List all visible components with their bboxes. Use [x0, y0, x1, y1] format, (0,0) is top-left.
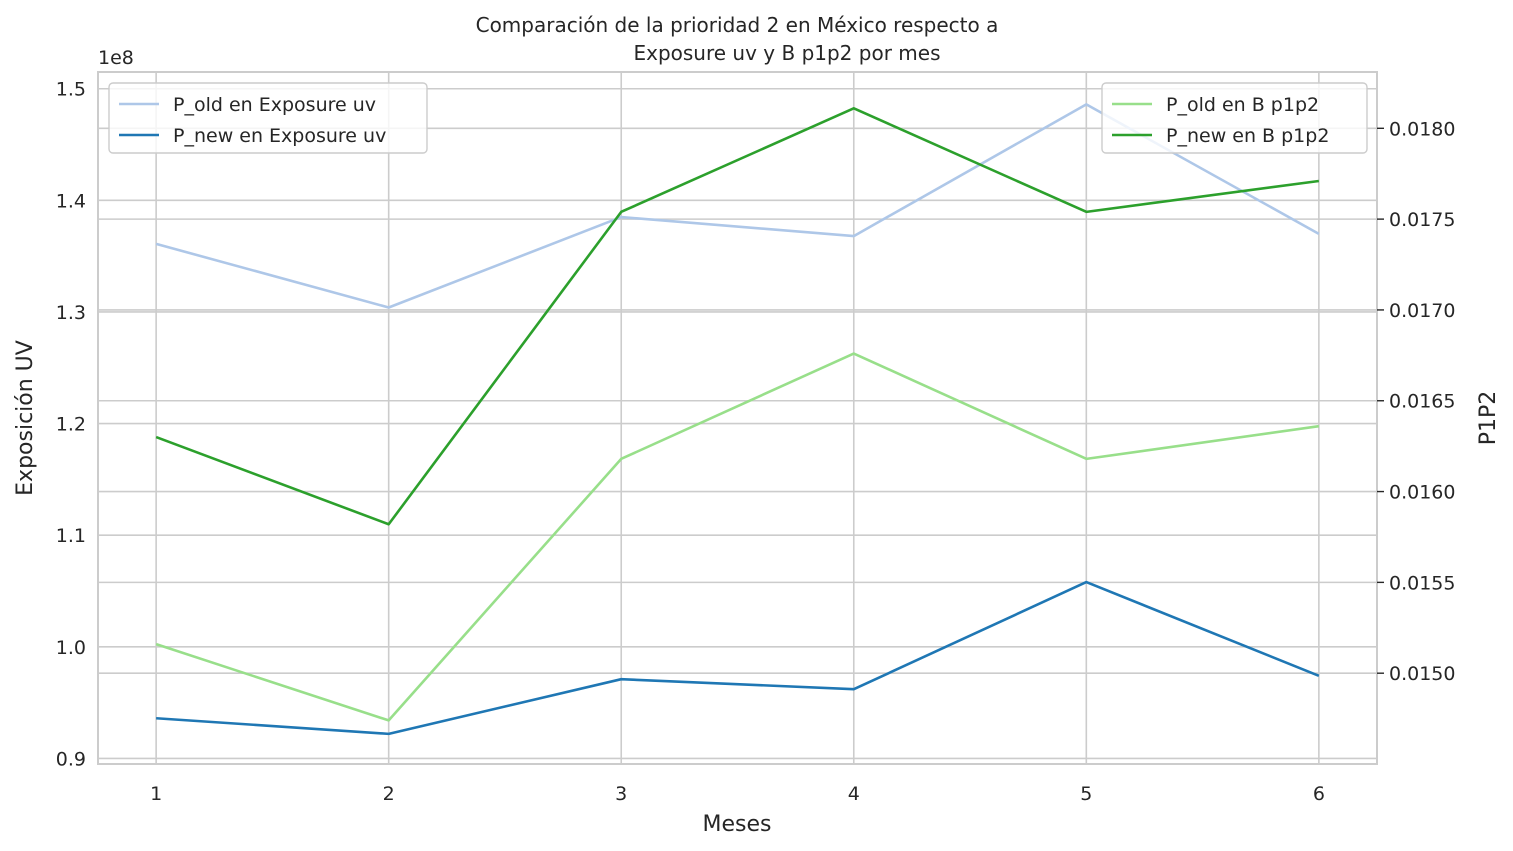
left-axis-offset-text: 1e8 [98, 47, 134, 69]
chart-title-line1: Comparación de la prioridad 2 en México … [476, 13, 999, 37]
left-y-axis-label: Exposición UV [13, 340, 38, 496]
series-layer [155, 103, 1320, 736]
x-tick-label: 2 [383, 783, 395, 805]
x-tick-label: 3 [615, 783, 627, 805]
right-y-tick-label: 0.0170 [1389, 300, 1455, 322]
legend-left: P_old en Exposure uv P_new en Exposure uv [108, 82, 428, 154]
left-y-tick-label: 1.0 [56, 637, 86, 659]
x-tick-label: 4 [848, 783, 860, 805]
p-new-b-p1p2-line [155, 107, 1320, 526]
right-y-axis-label: P1P2 [1476, 391, 1501, 446]
x-axis-label: Meses [703, 812, 772, 837]
right-y-tick-label: 0.0180 [1389, 118, 1455, 140]
right-y-tick-label: 0.0155 [1389, 572, 1455, 594]
chart-title-line2: Exposure uv y B p1p2 por mes [633, 41, 940, 65]
legend-left-entry-label: P_old en Exposure uv [173, 94, 376, 116]
legend-right: P_old en B p1p2 P_new en B p1p2 [1101, 82, 1368, 154]
legend-right-box [1101, 82, 1368, 154]
legend-left-box [108, 82, 428, 154]
left-y-tick-label: 1.4 [56, 190, 86, 212]
tick-layer: 1 2 3 4 5 6 0.9 1.0 1.1 1.2 1.3 1.4 1.5 0.0150 0.0155 0… [56, 79, 1456, 805]
right-y-tick-label: 0.0165 [1389, 391, 1455, 413]
grid-layer [98, 72, 1377, 764]
left-y-tick-label: 1.5 [56, 79, 86, 101]
plot-frame [97, 71, 1378, 765]
legend-right-entry-label: P_new en B p1p2 [1166, 125, 1329, 147]
right-y-tick-label: 0.0160 [1389, 482, 1455, 504]
legend-right-entry-label: P_old en B p1p2 [1166, 94, 1319, 116]
p-old-b-p1p2-line [155, 352, 1320, 722]
p-new-exposure-uv-line [156, 580, 1320, 736]
x-tick-label: 6 [1313, 783, 1325, 805]
x-tick-label: 5 [1080, 783, 1092, 805]
left-y-tick-label: 1.1 [56, 525, 86, 547]
right-y-tick-label: 0.0150 [1389, 663, 1455, 685]
x-tick-label: 1 [150, 783, 162, 805]
right-y-tick-label: 0.0175 [1389, 209, 1455, 231]
left-y-tick-label: 1.3 [56, 302, 86, 324]
left-y-tick-label: 1.2 [56, 414, 86, 436]
left-y-tick-label: 0.9 [56, 748, 86, 770]
legend-left-entry-label: P_new en Exposure uv [173, 125, 386, 147]
